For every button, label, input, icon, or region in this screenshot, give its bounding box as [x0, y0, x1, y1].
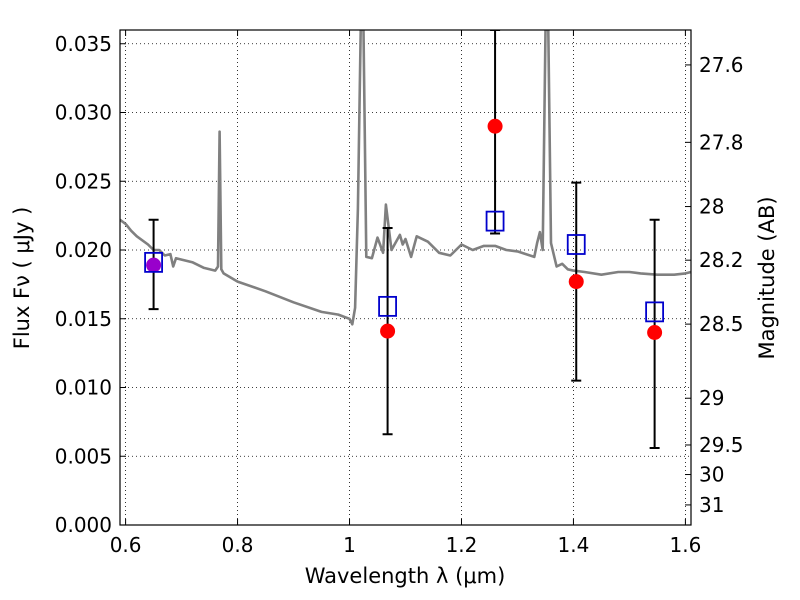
right-tick-label: 27.8 [699, 130, 744, 154]
model-point-square [566, 234, 586, 255]
y-tick-label: 0.005 [55, 444, 112, 468]
right-tick-label: 28 [699, 195, 724, 219]
y-axis-title: Flux Fν ( μJy ) [10, 207, 34, 350]
y-axis-right-title: Magnitude (AB) [755, 196, 779, 359]
right-tick-label: 29.5 [699, 433, 744, 457]
squares-layer [144, 210, 665, 323]
y-axis-right: 27.6 27.8 28 28.2 28.5 29 29.5 30 31 [685, 53, 744, 517]
x-tick-label: 0.6 [110, 533, 142, 557]
observed-point [487, 118, 503, 134]
right-tick-label: 27.6 [699, 53, 744, 77]
right-tick-label: 31 [699, 493, 724, 517]
x-tick-label: 0.8 [222, 533, 254, 557]
y-tick-label: 0.015 [55, 307, 112, 331]
right-tick-label: 28.5 [699, 312, 744, 336]
observed-point [647, 325, 663, 340]
x-axis-title: Wavelength λ (μm) [305, 564, 506, 588]
model-point-square [378, 295, 397, 317]
grid [120, 30, 691, 526]
plot-frame [119, 29, 692, 526]
model-point-square [144, 251, 163, 273]
y-tick-label: 0.025 [55, 169, 112, 193]
right-tick-label: 28.2 [699, 248, 744, 272]
x-tick-label: 1.2 [446, 533, 478, 557]
y-tick-label: 0.010 [55, 376, 112, 400]
x-tick-label: 1.6 [669, 533, 701, 557]
x-tick-label: 1 [343, 533, 356, 557]
y-tick-label: 0.035 [55, 32, 112, 56]
y-tick-label: 0.000 [55, 513, 112, 537]
y-tick-label: 0.020 [55, 238, 112, 262]
y-axis-left: 0.000 0.005 0.010 0.015 0.020 0.025 0.030 0.035 [55, 32, 126, 537]
x-axis: 0.6 0.8 1 1.2 1.4 1.6 [110, 30, 701, 557]
model-point-square [645, 301, 665, 323]
x-tick-label: 1.4 [558, 533, 590, 557]
model-spectrum-layer [120, 30, 691, 326]
right-tick-label: 29 [699, 386, 724, 410]
plot-area [120, 30, 691, 449]
observed-point [568, 274, 584, 290]
observed-point [146, 257, 162, 273]
points-layer [146, 118, 663, 340]
y-tick-label: 0.030 [55, 101, 112, 125]
model-spectrum-line [120, 30, 691, 326]
observed-point [380, 323, 396, 339]
model-point-square [485, 210, 505, 232]
right-tick-label: 30 [699, 463, 724, 487]
